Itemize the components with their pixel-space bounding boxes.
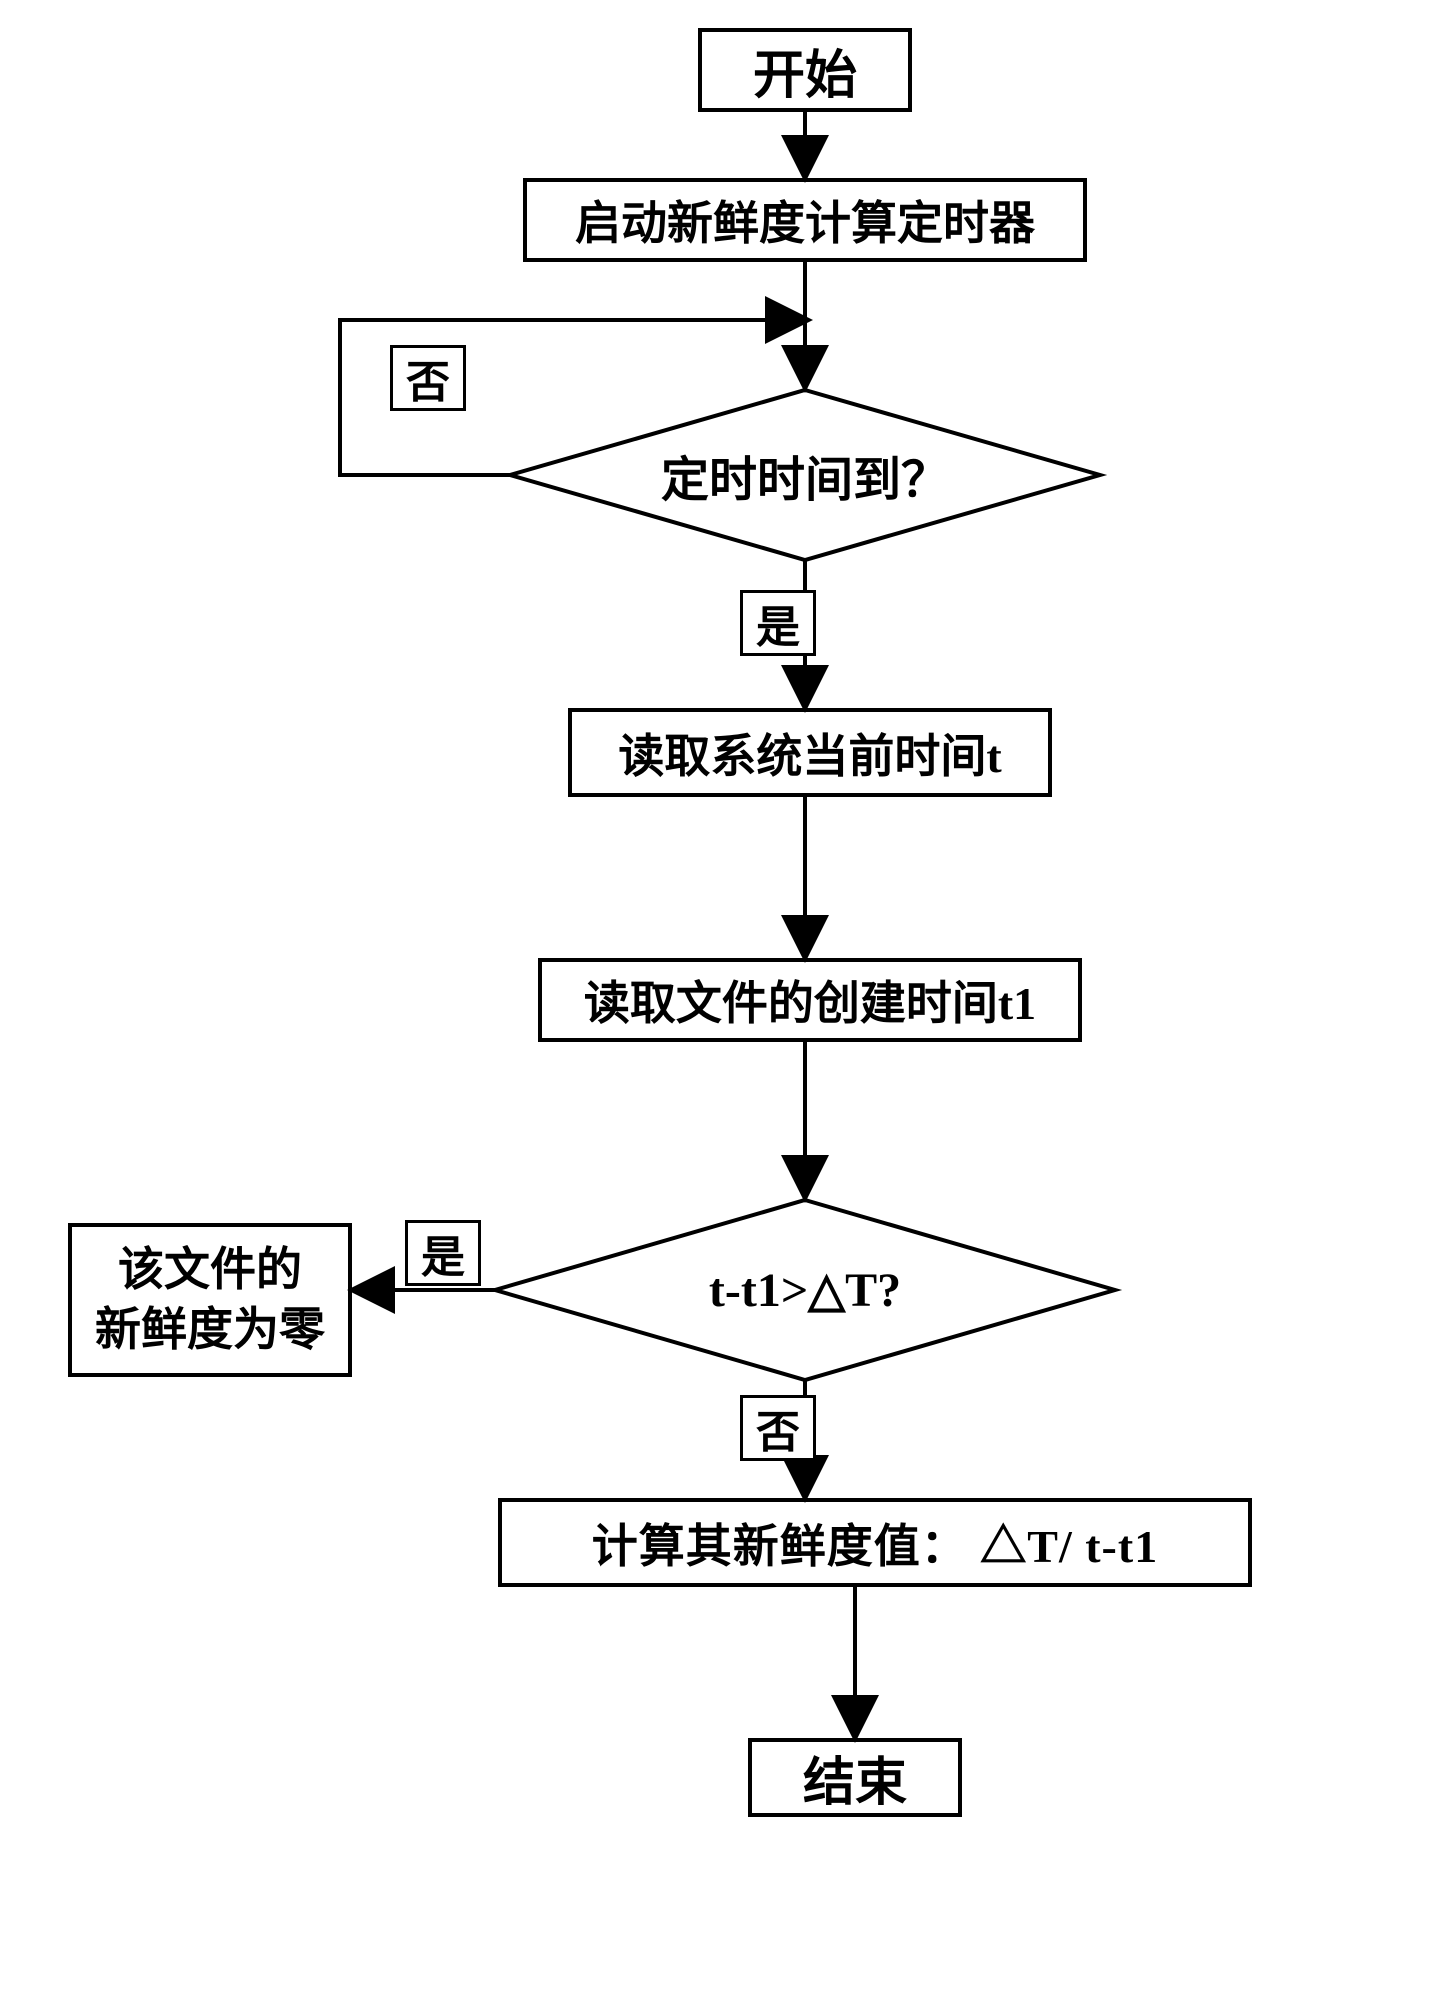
edge-label-yes1: 是 bbox=[740, 590, 816, 656]
timer-label: 启动新鲜度计算定时器 bbox=[525, 180, 1085, 260]
edge-label-no2: 否 bbox=[740, 1395, 816, 1461]
zero-label: 该文件的 新鲜度为零 bbox=[70, 1225, 350, 1375]
edge-label-yes2: 是 bbox=[405, 1220, 481, 1286]
calc-label: 计算其新鲜度值： △T/ t-t1 bbox=[500, 1500, 1250, 1585]
end-label: 结束 bbox=[750, 1740, 960, 1815]
read-t1-label: 读取文件的创建时间t1 bbox=[540, 960, 1080, 1040]
decision1-label: 定时时间到？ bbox=[510, 430, 1100, 520]
edge-label-no1: 否 bbox=[390, 345, 466, 411]
read-t-label: 读取系统当前时间t bbox=[570, 710, 1050, 795]
start-label: 开始 bbox=[700, 30, 910, 110]
decision2-label: t-t1>△T? bbox=[495, 1245, 1115, 1335]
